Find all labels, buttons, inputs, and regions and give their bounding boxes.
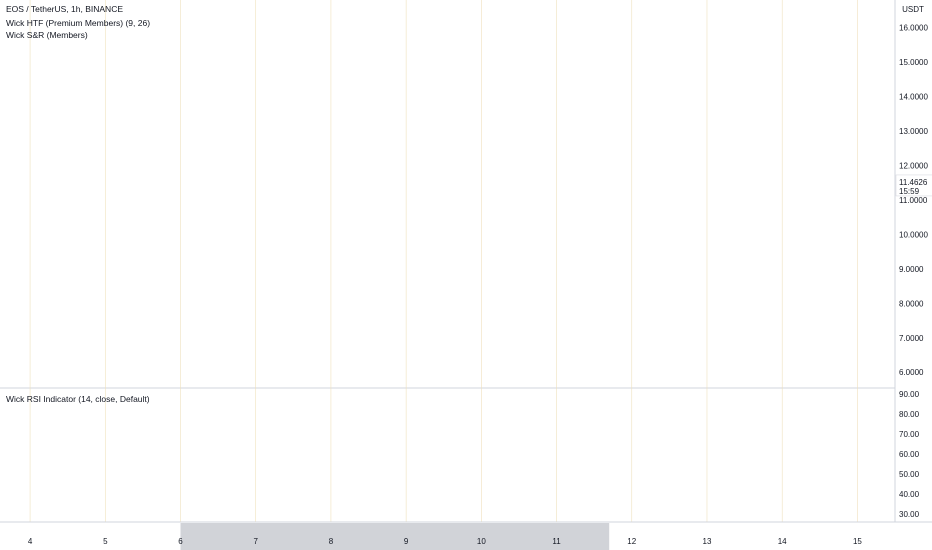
time-tick: 10 xyxy=(477,537,486,546)
indicator-legend-htf[interactable]: Wick HTF (Premium Members) (9, 26) xyxy=(6,18,151,28)
rsi-tick: 90.00 xyxy=(899,390,920,399)
indicator-legend-sr[interactable]: Wick S&R (Members) xyxy=(6,30,88,40)
time-tick: 12 xyxy=(627,537,636,546)
rsi-tick: 70.00 xyxy=(899,430,920,439)
price-tick: 10.0000 xyxy=(899,230,928,239)
rsi-legend[interactable]: Wick RSI Indicator (14, close, Default) xyxy=(6,394,150,404)
price-tick: 11.0000 xyxy=(899,196,928,205)
time-tick: 11 xyxy=(552,537,561,546)
price-tick: 9.0000 xyxy=(899,265,924,274)
price-tick: 16.0000 xyxy=(899,24,928,33)
price-tick: 15.0000 xyxy=(899,58,928,67)
time-tick: 8 xyxy=(329,537,334,546)
price-tick: 6.0000 xyxy=(899,368,924,377)
time-tick: 9 xyxy=(404,537,409,546)
current-price-tag[interactable] xyxy=(895,174,932,197)
countdown-value: 15:59 xyxy=(899,187,920,196)
time-tick: 13 xyxy=(703,537,712,546)
price-tick: 13.0000 xyxy=(899,127,928,136)
time-tick: 14 xyxy=(778,537,787,546)
current-price-value: 11.4626 xyxy=(899,178,928,187)
time-tick: 7 xyxy=(253,537,258,546)
price-tick: 12.0000 xyxy=(899,161,928,170)
time-range-highlight[interactable] xyxy=(180,523,610,550)
currency-label: USDT xyxy=(902,5,924,14)
price-tick: 7.0000 xyxy=(899,334,924,343)
rsi-tick: 30.00 xyxy=(899,510,920,519)
rsi-tick: 60.00 xyxy=(899,450,920,459)
time-tick: 6 xyxy=(178,537,183,546)
rsi-tick: 50.00 xyxy=(899,470,920,479)
symbol-legend[interactable]: EOS / TetherUS, 1h, BINANCE xyxy=(6,4,123,14)
time-tick: 4 xyxy=(28,537,33,546)
rsi-tick: 40.00 xyxy=(899,490,920,499)
price-axis-bg xyxy=(895,0,932,550)
rsi-tick: 80.00 xyxy=(899,410,920,419)
price-tick: 8.0000 xyxy=(899,299,924,308)
price-tick: 14.0000 xyxy=(899,93,928,102)
time-tick: 5 xyxy=(103,537,108,546)
time-tick: 15 xyxy=(853,537,862,546)
